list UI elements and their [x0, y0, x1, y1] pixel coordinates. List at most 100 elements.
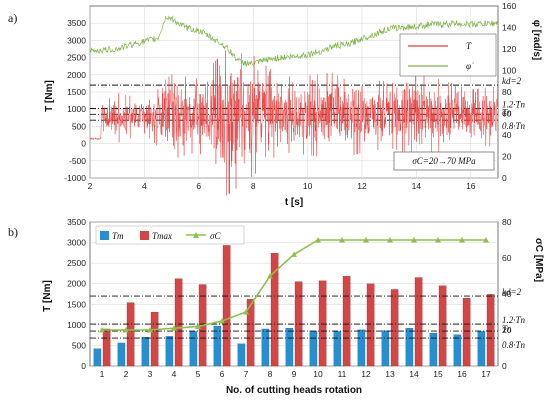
x-tick-label: 2	[124, 369, 129, 379]
bar-Tmax	[462, 297, 471, 367]
sigma-marker	[411, 237, 417, 243]
y2-tick-label: 20	[502, 325, 512, 335]
x-tick-label: 8	[251, 181, 256, 191]
y2-tick-label: 0	[502, 173, 507, 183]
y2-tick-label: 60	[502, 253, 512, 263]
sigma-marker	[195, 323, 201, 329]
x-tick-label: 10	[303, 181, 313, 191]
panel-a-label: a)	[8, 11, 17, 25]
y-tick-label: 3000	[67, 35, 86, 45]
reference-label: 1.2·Tn	[502, 315, 526, 325]
reference-label: Tn	[502, 107, 512, 117]
bar-Tm	[237, 343, 246, 367]
reference-label: kd=2	[502, 76, 522, 86]
panel-a-annotation: σC=20→70 MPa	[393, 151, 495, 171]
bar-Tm	[309, 330, 318, 367]
bar-Tm	[453, 334, 462, 367]
bar-Tm	[261, 328, 270, 367]
x-tick-label: 7	[244, 369, 249, 379]
panel-b-y-ticks: 0 500 1000 1500 2000 2500 3000 3500	[67, 217, 86, 371]
bar-Tmax	[270, 253, 279, 367]
reference-label: 0.8·Tn	[502, 121, 526, 131]
sigma-marker	[291, 251, 297, 257]
panel-a-x-ticks: 2 4 6 8 10 12 14 16	[88, 181, 476, 191]
y-tick-label: 2000	[67, 279, 86, 289]
y2-tick-label: 160	[502, 1, 516, 11]
x-tick-label: 12	[357, 181, 367, 191]
legend-label-T: T	[466, 41, 472, 51]
bar-Tmax	[102, 328, 111, 367]
bar-Tm	[381, 330, 390, 367]
series-line-phi	[89, 15, 499, 68]
y-tick-label: 1500	[67, 299, 86, 309]
sigma-marker	[339, 237, 345, 243]
bar-Tm	[429, 332, 438, 367]
bar-Tm	[93, 348, 102, 367]
bar-Tmax	[174, 278, 183, 367]
panel-a-y2-ticks: 0 20 40 60 80 100 120 140 160	[502, 1, 516, 183]
x-tick-label: 3	[148, 369, 153, 379]
y-tick-label: 1000	[67, 320, 86, 330]
bar-Tmax	[366, 283, 375, 367]
x-tick-label: 13	[385, 369, 395, 379]
panel-a-series-phi	[89, 15, 499, 68]
panel-b-y2-ticks: 0 20 40 60 80	[502, 217, 512, 371]
x-tick-label: 14	[412, 181, 422, 191]
legend-label-Tm: Tm	[112, 231, 124, 241]
y-tick-label: 0	[81, 361, 86, 371]
y-tick-label: 500	[72, 121, 86, 131]
annotation-sigma: σC=20→70 MPa	[412, 156, 476, 166]
bar-Tmax	[150, 311, 159, 367]
bar-Tmax	[390, 289, 399, 367]
sigma-marker	[219, 318, 225, 324]
x-tick-label: 6	[196, 181, 201, 191]
legend-marker-sigma	[193, 232, 199, 238]
y-tick-label: 2500	[67, 258, 86, 268]
reference-label: kd=2	[502, 287, 522, 297]
x-tick-label: 17	[481, 369, 491, 379]
legend-swatch-Tm	[100, 231, 109, 240]
x-tick-label: 4	[172, 369, 177, 379]
x-tick-label: 8	[268, 369, 273, 379]
bar-Tmax	[342, 276, 351, 367]
y2-tick-label: 120	[502, 44, 516, 54]
bar-Tmax	[414, 277, 423, 367]
y2-tick-label: 0	[502, 361, 507, 371]
y2-tick-label: 40	[502, 289, 512, 299]
y-tick-label: -1000	[64, 173, 86, 183]
x-tick-label: 9	[292, 369, 297, 379]
y-tick-label: 1000	[67, 104, 86, 114]
bar-Tm	[357, 329, 366, 367]
legend-label-Tmax: Tmax	[152, 231, 172, 241]
y-tick-label: 2500	[67, 53, 86, 63]
sigma-marker	[123, 327, 129, 333]
x-tick-label: 16	[457, 369, 467, 379]
bar-Tmax	[318, 280, 327, 367]
panel-a-y-ticks: -1000 -500 0 500 1000 1500 2000 2500 3000 3500	[64, 18, 86, 183]
panel-b-xlabel: No. of cutting heads rotation	[226, 385, 362, 396]
y2-tick-label: 100	[502, 66, 516, 76]
panel-b-label: b)	[8, 225, 18, 239]
bar-Tmax	[246, 299, 255, 367]
bar-Tm	[117, 342, 126, 367]
panel-a-y2label: φ̇ [rad/s]	[531, 20, 542, 61]
x-tick-label: 2	[88, 181, 93, 191]
y2-tick-label: 80	[502, 87, 512, 97]
reference-label: Tn	[502, 324, 512, 334]
x-tick-label: 1	[100, 369, 105, 379]
sigma-marker	[267, 273, 273, 279]
series-line-T	[89, 50, 499, 196]
sigma-marker	[483, 237, 489, 243]
sigma-marker	[171, 325, 177, 331]
x-tick-label: 11	[338, 369, 347, 379]
y-tick-label: 2000	[67, 70, 86, 80]
bar-Tmax	[126, 302, 135, 367]
sigma-marker	[363, 237, 369, 243]
sigma-marker	[459, 237, 465, 243]
bar-Tm	[333, 331, 342, 367]
sigma-marker	[99, 327, 105, 333]
bar-Tm	[189, 331, 198, 367]
